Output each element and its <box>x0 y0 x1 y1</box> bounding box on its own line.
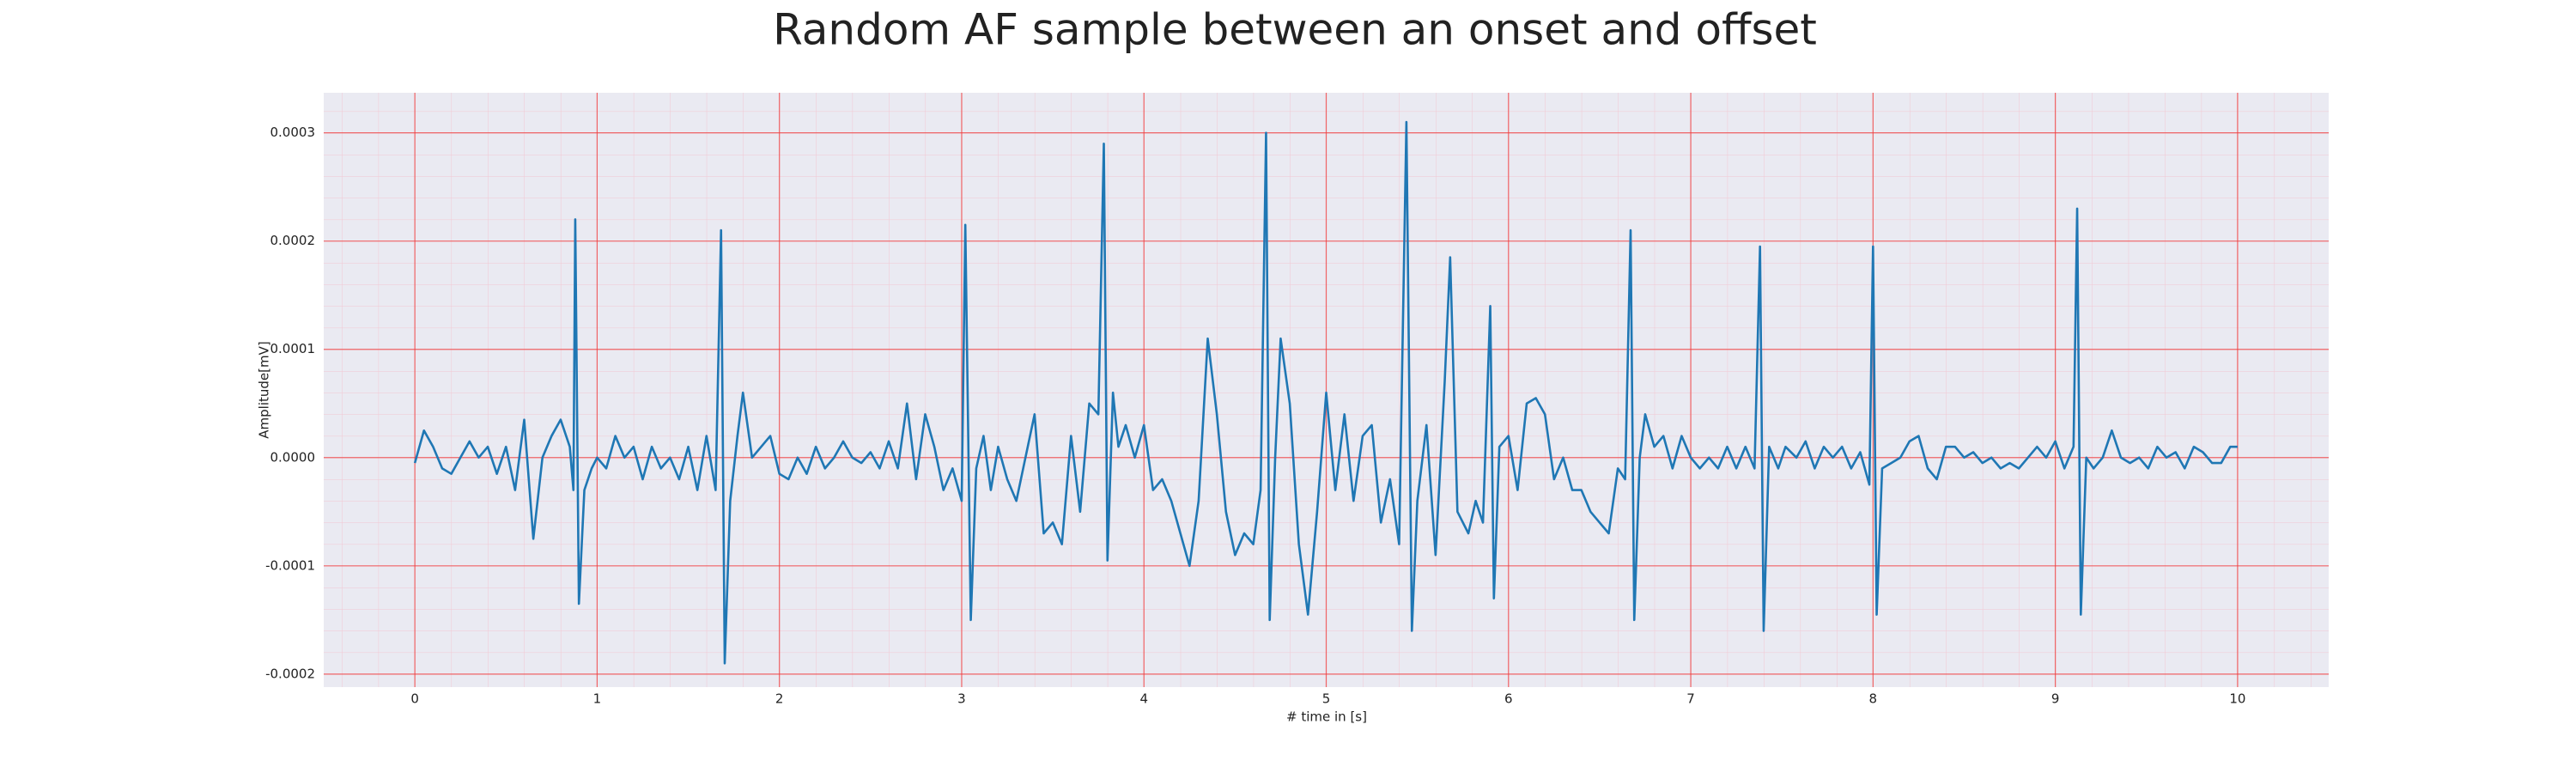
x-tick-label: 1 <box>593 691 602 707</box>
x-tick-label: 4 <box>1139 691 1148 707</box>
y-tick-label: 0.0001 <box>270 341 316 356</box>
y-tick-label: 0.0003 <box>270 125 316 140</box>
x-tick-label: 3 <box>957 691 966 707</box>
x-axis-label: # time in [s] <box>1286 709 1367 725</box>
y-axis-label: Amplitude[mV] <box>257 341 272 438</box>
x-tick-label: 9 <box>2051 691 2060 707</box>
y-tick-label: 0.0000 <box>270 449 316 465</box>
y-tick-label: 0.0002 <box>270 233 316 248</box>
x-tick-label: 0 <box>410 691 419 707</box>
y-tick-label: -0.0001 <box>265 557 315 573</box>
signal-line <box>413 120 2238 665</box>
x-tick-label: 2 <box>775 691 784 707</box>
x-tick-label: 6 <box>1504 691 1513 707</box>
x-tick-label: 8 <box>1869 691 1878 707</box>
y-tick-label: -0.0002 <box>265 666 315 681</box>
chart-title: Random AF sample between an onset and of… <box>773 5 1817 55</box>
x-tick-label: 10 <box>2229 691 2245 707</box>
x-tick-label: 7 <box>1686 691 1695 707</box>
x-tick-label: 5 <box>1322 691 1331 707</box>
